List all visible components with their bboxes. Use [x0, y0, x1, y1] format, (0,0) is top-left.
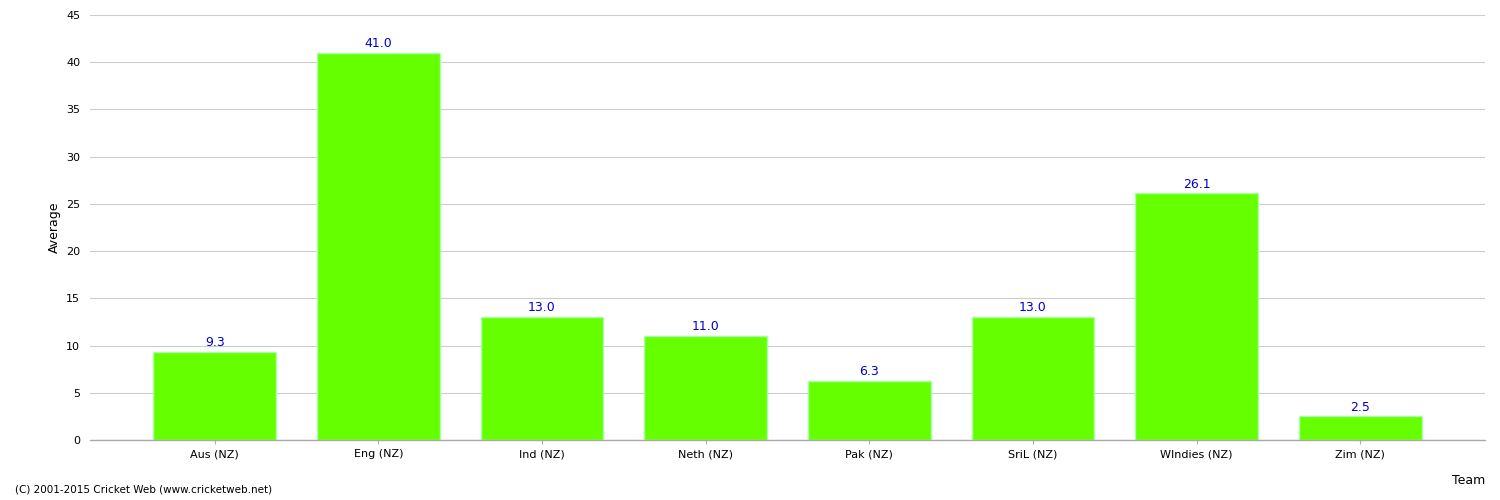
Bar [808, 380, 930, 440]
Text: 13.0: 13.0 [1019, 302, 1047, 314]
Text: 11.0: 11.0 [692, 320, 720, 334]
Bar [1136, 194, 1258, 440]
Text: 26.1: 26.1 [1184, 178, 1210, 190]
Text: 13.0: 13.0 [528, 302, 556, 314]
Text: 9.3: 9.3 [206, 336, 225, 349]
Text: 2.5: 2.5 [1350, 400, 1370, 413]
Bar [972, 317, 1095, 440]
Bar [480, 317, 603, 440]
Bar [1299, 416, 1422, 440]
Text: (C) 2001-2015 Cricket Web (www.cricketweb.net): (C) 2001-2015 Cricket Web (www.cricketwe… [15, 485, 272, 495]
Text: 6.3: 6.3 [859, 364, 879, 378]
Bar [153, 352, 276, 440]
Text: 41.0: 41.0 [364, 37, 393, 50]
Bar [316, 53, 440, 440]
Y-axis label: Average: Average [48, 202, 60, 253]
Bar [645, 336, 766, 440]
X-axis label: Team: Team [1452, 474, 1485, 487]
